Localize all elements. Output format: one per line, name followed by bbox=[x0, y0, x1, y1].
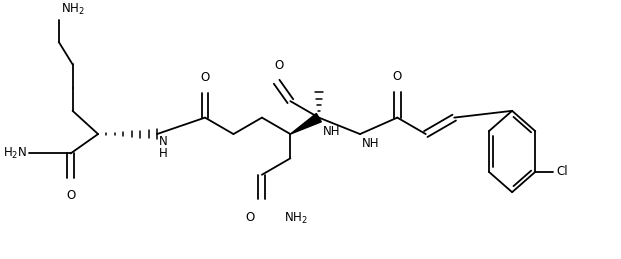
Text: N: N bbox=[159, 135, 168, 148]
Text: NH: NH bbox=[323, 125, 340, 138]
Text: O: O bbox=[274, 59, 283, 72]
Polygon shape bbox=[291, 113, 321, 134]
Text: H: H bbox=[159, 147, 168, 160]
Text: NH: NH bbox=[362, 137, 379, 150]
Text: H$_2$N: H$_2$N bbox=[3, 146, 27, 161]
Text: NH$_2$: NH$_2$ bbox=[61, 2, 84, 17]
Text: O: O bbox=[245, 211, 255, 224]
Text: NH$_2$: NH$_2$ bbox=[284, 211, 307, 226]
Text: O: O bbox=[201, 71, 210, 84]
Text: Cl: Cl bbox=[556, 165, 568, 178]
Text: O: O bbox=[66, 189, 75, 202]
Text: O: O bbox=[392, 70, 402, 83]
